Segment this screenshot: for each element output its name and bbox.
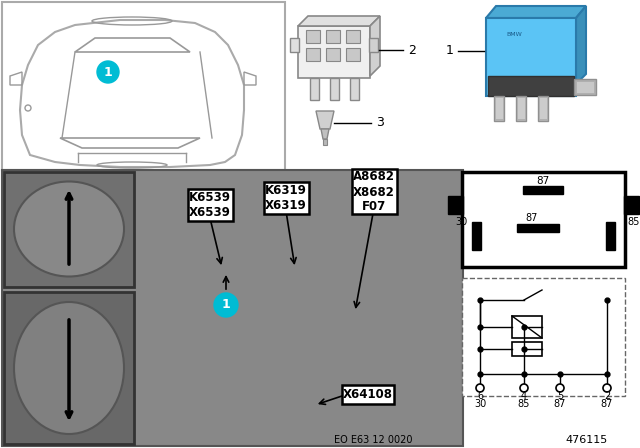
Text: 1: 1: [104, 65, 113, 78]
Bar: [606, 222, 615, 250]
Bar: [330, 78, 339, 100]
Ellipse shape: [14, 302, 124, 434]
Bar: [448, 196, 463, 214]
Circle shape: [603, 384, 611, 392]
Bar: [494, 96, 504, 121]
Bar: [574, 79, 596, 95]
Bar: [512, 316, 542, 338]
Text: BMW: BMW: [506, 31, 522, 36]
Bar: [326, 48, 340, 61]
Polygon shape: [576, 6, 586, 84]
Bar: [624, 196, 639, 214]
Polygon shape: [321, 129, 329, 139]
Text: 87: 87: [554, 399, 566, 409]
Bar: [538, 96, 548, 121]
Bar: [290, 38, 299, 52]
Bar: [310, 78, 319, 100]
Bar: [306, 30, 320, 43]
Text: 1: 1: [221, 298, 230, 311]
Ellipse shape: [14, 181, 124, 276]
Text: 87: 87: [526, 213, 538, 223]
Text: 4: 4: [521, 391, 527, 401]
Text: 30: 30: [474, 399, 486, 409]
Bar: [369, 38, 378, 52]
Bar: [342, 385, 394, 405]
Circle shape: [520, 384, 528, 392]
Text: 3: 3: [376, 116, 384, 129]
Bar: [495, 97, 503, 119]
Bar: [346, 48, 360, 61]
Bar: [4, 292, 134, 444]
Text: 2: 2: [408, 43, 416, 56]
Bar: [517, 97, 525, 119]
Circle shape: [214, 293, 238, 317]
Circle shape: [556, 384, 564, 392]
Circle shape: [476, 384, 484, 392]
Bar: [462, 278, 625, 396]
Bar: [298, 26, 370, 78]
Text: 1: 1: [446, 44, 454, 57]
Bar: [462, 172, 625, 267]
Bar: [517, 224, 559, 232]
Polygon shape: [20, 20, 244, 167]
Bar: [512, 342, 542, 356]
Bar: [264, 182, 308, 214]
Circle shape: [25, 105, 31, 111]
Bar: [4, 172, 134, 287]
Bar: [351, 169, 397, 215]
Text: X64108: X64108: [343, 388, 393, 401]
Text: 2: 2: [604, 391, 610, 401]
Text: 85: 85: [518, 399, 530, 409]
Bar: [323, 139, 327, 145]
Circle shape: [97, 61, 119, 83]
Text: 6: 6: [477, 391, 483, 401]
Polygon shape: [486, 6, 586, 18]
Bar: [346, 30, 360, 43]
Bar: [350, 78, 359, 100]
Bar: [576, 81, 594, 93]
Polygon shape: [298, 16, 380, 26]
Text: 30: 30: [456, 217, 468, 227]
Text: 87: 87: [601, 399, 613, 409]
Bar: [2, 2, 285, 170]
Polygon shape: [370, 16, 380, 76]
Text: 87: 87: [536, 176, 550, 186]
Bar: [306, 48, 320, 61]
Bar: [523, 186, 563, 194]
Bar: [472, 222, 481, 250]
Text: EO E63 12 0020: EO E63 12 0020: [333, 435, 412, 445]
Text: 476115: 476115: [566, 435, 608, 445]
Bar: [516, 96, 526, 121]
Text: K6539
X6539: K6539 X6539: [189, 191, 231, 219]
Bar: [326, 30, 340, 43]
Bar: [539, 97, 547, 119]
Polygon shape: [316, 111, 334, 129]
Bar: [488, 76, 574, 96]
Text: 5: 5: [557, 391, 563, 401]
Bar: [486, 18, 576, 96]
Text: A8682
X8682
F07: A8682 X8682 F07: [353, 171, 395, 214]
Text: K6319
X6319: K6319 X6319: [265, 184, 307, 212]
Text: 85: 85: [627, 217, 639, 227]
Bar: [188, 189, 232, 221]
Bar: [2, 170, 463, 446]
